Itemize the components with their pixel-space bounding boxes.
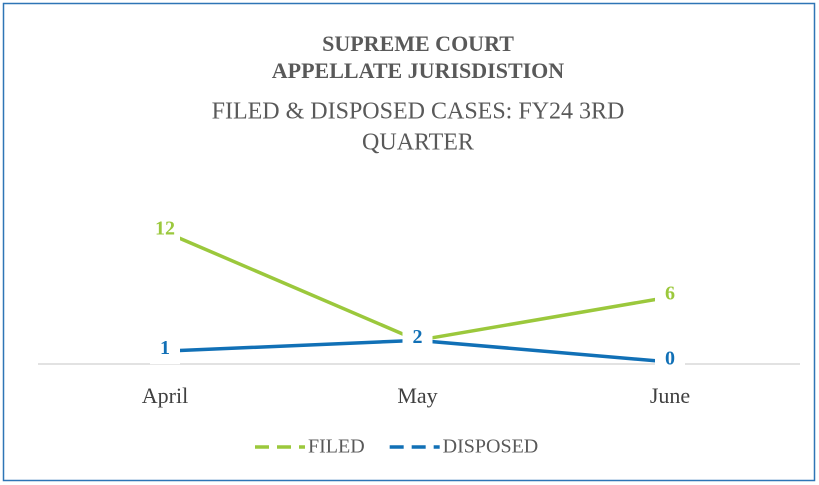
data-label-bg — [150, 338, 180, 365]
chart-title: SUPREME COURT — [322, 31, 514, 56]
data-label-bg — [655, 284, 685, 310]
x-tick-label: June — [650, 383, 690, 408]
x-tick-label: May — [397, 383, 437, 408]
data-label: 6 — [665, 283, 675, 305]
data-label-bg — [150, 219, 180, 245]
chart-subtitle: QUARTER — [362, 130, 474, 156]
legend-label: DISPOSED — [443, 436, 539, 458]
data-label-bg — [655, 349, 685, 375]
data-label: 0 — [665, 348, 675, 370]
x-tick-label: April — [142, 383, 188, 408]
data-label: 1 — [160, 337, 170, 359]
data-label: 2 — [413, 326, 423, 348]
data-label-bg — [402, 327, 433, 354]
data-label: 12 — [155, 218, 175, 240]
chart-subtitle: FILED & DISPOSED CASES: FY24 3RD — [212, 99, 625, 125]
legend-label: FILED — [308, 436, 365, 458]
chart-title: APPELLATE JURISDISTION — [272, 58, 564, 83]
